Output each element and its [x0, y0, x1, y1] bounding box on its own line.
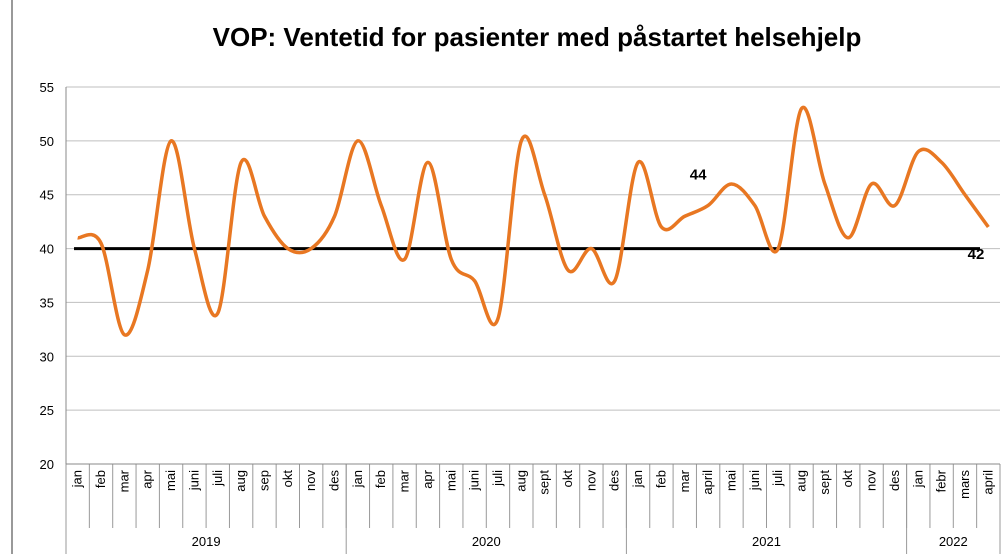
series-line — [77, 105, 990, 337]
y-tick-label: 35 — [40, 295, 54, 310]
x-tick-label: sept — [817, 470, 832, 495]
x-tick-label: nov — [583, 470, 598, 491]
y-tick-label: 55 — [40, 80, 54, 95]
x-tick-label: jan — [70, 470, 85, 488]
group-label: 2022 — [939, 534, 968, 549]
x-tick-label: des — [887, 470, 902, 491]
x-tick-label: april — [700, 470, 715, 495]
x-tick-label: aug — [513, 470, 528, 492]
x-tick-label: juni — [467, 470, 482, 491]
data-label: 44 — [690, 166, 707, 183]
x-tick-label: feb — [373, 470, 388, 488]
x-tick-label: sep — [256, 470, 271, 491]
x-tick-label: juli — [210, 470, 225, 487]
x-tick-label: nov — [303, 470, 318, 491]
x-tick-label: feb — [93, 470, 108, 488]
y-tick-label: 50 — [40, 134, 54, 149]
y-tick-label: 45 — [40, 188, 54, 203]
group-label: 2021 — [752, 534, 781, 549]
x-tick-label: jan — [910, 470, 925, 488]
x-tick-label: mars — [957, 470, 972, 499]
x-tick-label: juni — [747, 470, 762, 491]
x-tick-label: mai — [163, 470, 178, 491]
x-tick-label: aug — [794, 470, 809, 492]
x-tick-label: sept — [537, 470, 552, 495]
x-tick-label: des — [607, 470, 622, 491]
x-tick-label: juli — [490, 470, 505, 487]
data-label: 42 — [968, 246, 985, 263]
x-tick-label: mai — [443, 470, 458, 491]
y-tick-label: 30 — [40, 349, 54, 364]
x-tick-label: mar — [677, 469, 692, 492]
x-tick-label: mar — [397, 469, 412, 492]
x-tick-label: okt — [560, 470, 575, 488]
x-tick-label: apr — [420, 469, 435, 488]
x-tick-label: april — [980, 470, 995, 495]
x-tick-label: apr — [140, 469, 155, 488]
x-tick-label: mar — [116, 469, 131, 492]
y-tick-label: 40 — [40, 242, 54, 257]
x-tick-label: juni — [186, 470, 201, 491]
x-tick-label: jan — [350, 470, 365, 488]
x-tick-label: feb — [653, 470, 668, 488]
x-tick-label: jan — [630, 470, 645, 488]
x-tick-label: des — [327, 470, 342, 491]
group-label: 2020 — [472, 534, 501, 549]
x-tick-label: okt — [840, 470, 855, 488]
x-tick-label: nov — [864, 470, 879, 491]
x-tick-label: okt — [280, 470, 295, 488]
x-tick-label: juli — [770, 470, 785, 487]
chart-title: VOP: Ventetid for pasienter med påstarte… — [213, 22, 862, 52]
x-tick-label: mai — [723, 470, 738, 491]
y-tick-label: 20 — [40, 457, 54, 472]
y-tick-label: 25 — [40, 403, 54, 418]
x-tick-label: febr — [934, 469, 949, 492]
group-label: 2019 — [192, 534, 221, 549]
x-tick-label: aug — [233, 470, 248, 492]
